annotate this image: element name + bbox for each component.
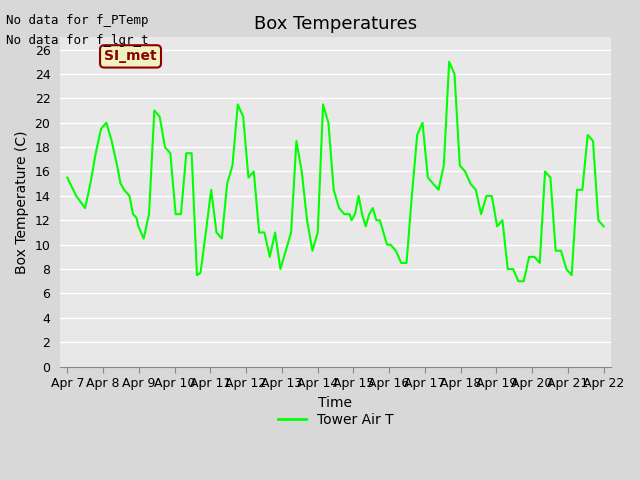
Text: No data for f_PTemp: No data for f_PTemp: [6, 14, 149, 27]
Title: Box Temperatures: Box Temperatures: [254, 15, 417, 33]
Text: No data for f_lgr_t: No data for f_lgr_t: [6, 34, 149, 47]
Text: SI_met: SI_met: [104, 49, 157, 63]
Y-axis label: Box Temperature (C): Box Temperature (C): [15, 130, 29, 274]
Legend: Tower Air T: Tower Air T: [272, 407, 399, 432]
X-axis label: Time: Time: [319, 396, 353, 409]
